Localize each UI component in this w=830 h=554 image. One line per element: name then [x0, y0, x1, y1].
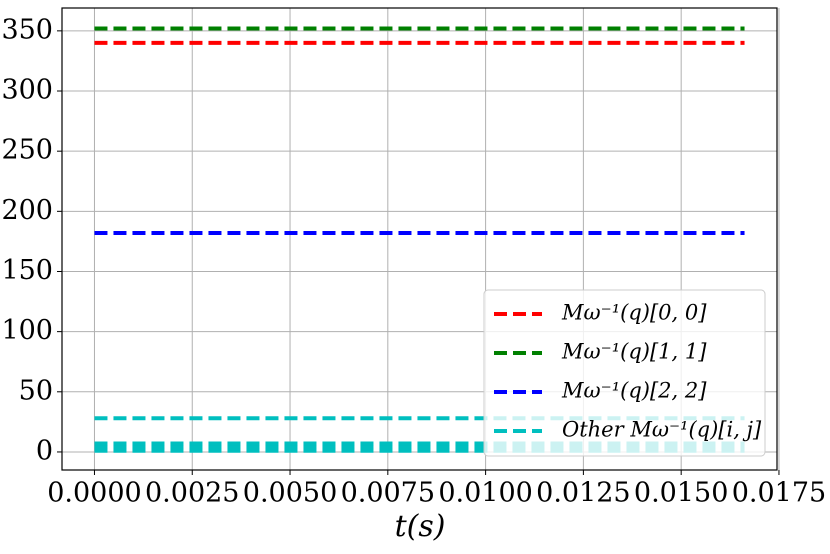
x-tick-label: 0.0175: [732, 478, 826, 509]
y-tick-label: 50: [19, 375, 53, 406]
y-tick-label: 350: [1, 14, 53, 45]
x-tick-label: 0.0075: [341, 478, 435, 509]
x-tick-label: 0.0025: [145, 478, 239, 509]
y-tick-label: 300: [1, 75, 53, 106]
x-tick-label: 0.0100: [438, 478, 532, 509]
legend-label: Other Mω⁻¹(q)[i, j]: [562, 418, 762, 442]
plot-frame: [61, 7, 778, 471]
legend-box: [483, 289, 766, 457]
y-tick-label: 200: [1, 195, 53, 226]
y-tick-label: 100: [1, 315, 53, 346]
x-axis-label: t(s): [395, 509, 446, 544]
y-tick-label: 0: [36, 435, 53, 466]
legend-label: Mω⁻¹(q)[1, 1]: [561, 340, 707, 364]
y-tick-label: 250: [1, 135, 53, 166]
x-tick-label: 0.0000: [47, 478, 141, 509]
x-tick-label: 0.0125: [536, 478, 630, 509]
legend-label: Mω⁻¹(q)[2, 2]: [561, 379, 707, 403]
x-tick-label: 0.0150: [634, 478, 728, 509]
legend: Mω⁻¹(q)[0, 0] Mω⁻¹(q)[1, 1] Mω⁻¹(q)[2, 2] O…: [483, 289, 766, 457]
legend-label: Mω⁻¹(q)[0, 0]: [561, 301, 707, 325]
y-tick-label: 150: [1, 255, 53, 286]
x-tick-label: 0.0050: [243, 478, 337, 509]
